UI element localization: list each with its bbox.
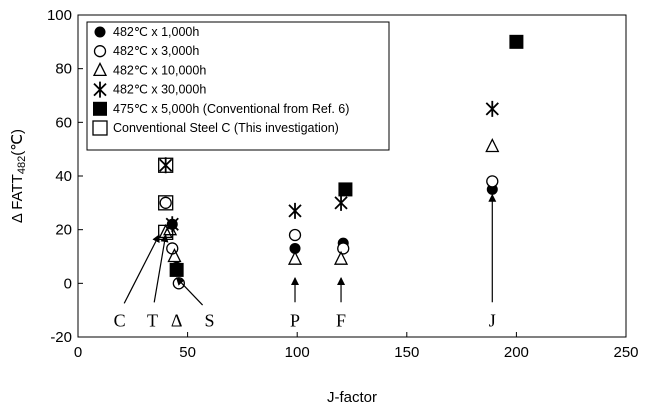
y-tick-label: 80 — [55, 61, 72, 78]
y-tick-label: 0 — [64, 275, 72, 292]
data-point-open-circle — [337, 242, 350, 255]
data-points — [158, 34, 524, 290]
data-point-filled-square — [509, 34, 524, 49]
legend-label: 482℃ x 1,000h — [113, 25, 199, 39]
legend-marker-asterisk — [93, 81, 107, 98]
annotation-arrow — [123, 234, 160, 304]
legend-marker-open-square — [92, 120, 108, 136]
legend-label: 482℃ x 30,000h — [113, 83, 206, 97]
y-axis: -20 0 20 40 60 80 100 — [47, 7, 83, 346]
x-tick-label: 100 — [285, 344, 310, 361]
x-tick-label: 50 — [179, 344, 196, 361]
y-tick-label: 20 — [55, 222, 72, 239]
legend-marker-open-circle — [93, 45, 107, 58]
data-point-filled-circle — [289, 242, 301, 254]
data-point-asterisk — [159, 157, 173, 174]
legend-label: 475℃ x 5,000h (Conventional from Ref. 6) — [113, 102, 349, 116]
legend-marker-filled-circle — [94, 26, 106, 38]
steel-label: T — [147, 310, 158, 330]
legend: 482℃ x 1,000h 482℃ x 3,000h 482℃ x 10,000h… — [86, 21, 390, 151]
x-tick-label: 200 — [504, 344, 529, 361]
y-axis-title-sub: 482 — [16, 156, 28, 174]
steel-label: P — [290, 310, 300, 330]
y-tick-label: 100 — [47, 7, 72, 24]
data-point-open-circle — [159, 196, 172, 209]
legend-label: 482℃ x 10,000h — [113, 63, 206, 77]
y-tick-label: -20 — [50, 329, 72, 346]
steel-label: Δ — [171, 310, 183, 330]
steel-label: C — [114, 310, 126, 330]
x-tick-label: 150 — [394, 344, 419, 361]
legend-marker-filled-square — [93, 101, 107, 116]
data-point-open-triangle — [485, 138, 500, 153]
data-point-open-square — [158, 195, 174, 211]
legend-label: Conventional Steel C (This investigation… — [113, 121, 339, 135]
data-point-asterisk — [485, 100, 499, 117]
data-point-open-triangle — [167, 248, 182, 263]
data-point-filled-square — [338, 182, 353, 197]
steel-label: J — [489, 310, 496, 330]
y-tick-label: 40 — [55, 168, 72, 185]
legend-box — [86, 21, 390, 151]
x-axis: 0 50 100 150 200 250 — [74, 332, 639, 361]
data-point-filled-square — [169, 262, 184, 277]
y-axis-title-main: Δ FATT — [9, 174, 26, 223]
steel-label: S — [205, 310, 215, 330]
data-point-open-triangle — [333, 250, 349, 265]
legend-marker-open-triangle — [92, 61, 108, 77]
legend-label: 482℃ x 3,000h — [113, 44, 199, 58]
data-point-asterisk — [334, 194, 348, 211]
y-axis-title-unit: (℃) — [9, 129, 26, 156]
data-point-asterisk — [288, 202, 302, 219]
x-tick-label: 0 — [74, 344, 82, 361]
x-axis-title: J-factor — [327, 389, 377, 406]
steel-label: F — [336, 310, 346, 330]
x-tick-label: 250 — [613, 344, 638, 361]
data-point-open-circle — [486, 175, 499, 188]
annotation-arrow — [175, 277, 204, 306]
y-tick-label: 60 — [55, 114, 72, 131]
data-point-asterisk — [165, 216, 179, 233]
y-axis-title: Δ FATT482(℃) — [9, 129, 28, 223]
data-point-open-triangle — [287, 250, 303, 265]
annotation-arrow — [153, 234, 169, 303]
data-point-open-circle — [288, 228, 302, 242]
